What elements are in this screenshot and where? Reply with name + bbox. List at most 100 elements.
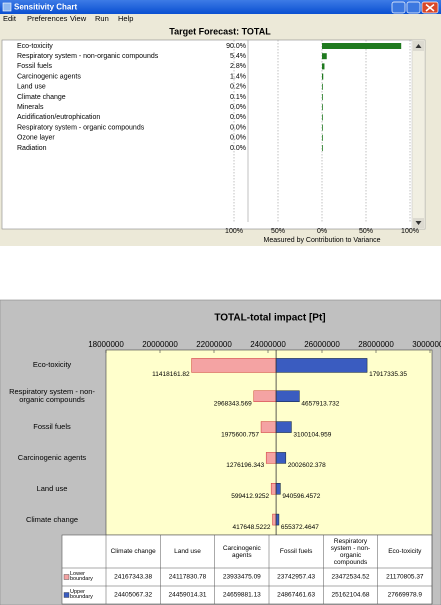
maximize-button[interactable]: [406, 1, 421, 14]
bar-label: 1975600.757: [221, 431, 259, 438]
bar-label: 17917335.35: [369, 371, 407, 378]
bar-label: 11418161.82: [152, 371, 190, 378]
bar: [275, 452, 287, 464]
bar-label: 1276196.343: [226, 462, 264, 469]
x-tick-label: 28000000: [358, 340, 394, 349]
table-value: 24459014.31: [169, 592, 207, 599]
bar: [322, 134, 323, 141]
bar: [270, 483, 277, 495]
x-tick-label: 26000000: [304, 340, 340, 349]
bar-label: 655372.4647: [281, 524, 319, 531]
category-label: Climate change: [17, 94, 66, 101]
value-label: 2.8%: [230, 63, 246, 70]
category-label: Minerals: [17, 104, 44, 111]
menu-item[interactable]: Preferences: [27, 14, 68, 23]
minimize-button[interactable]: [391, 1, 406, 14]
bar: [322, 63, 325, 70]
bar: [253, 390, 277, 402]
bar: [275, 483, 281, 495]
bar: [275, 390, 300, 402]
table-header: Land use: [174, 548, 201, 555]
table-value: 25162104.68: [332, 592, 370, 599]
category-label: Land use: [17, 84, 46, 91]
bar-label: 4657913.732: [301, 400, 339, 407]
table-value: 24117830.78: [169, 574, 207, 581]
category-label: Eco-toxicity: [17, 43, 53, 50]
title-bar: [0, 0, 441, 14]
value-label: 1.4%: [230, 73, 246, 80]
bar: [322, 83, 323, 90]
table-header: Carcinogenic agents: [222, 544, 261, 559]
x-tick-label: 100%: [401, 228, 419, 235]
table-value: 21170805.37: [386, 574, 424, 581]
x-tick-label: 100%: [225, 228, 243, 235]
table-value: 24659881.13: [223, 592, 261, 599]
legend-entry: Lower boundary: [70, 570, 93, 582]
legend-swatch: [63, 592, 70, 598]
x-tick-label: 50%: [359, 228, 373, 235]
bar-label: 417648.5222: [233, 524, 271, 531]
y-category-label: Fossil fuels: [33, 422, 71, 432]
list-panel: [1, 39, 426, 230]
bar: [275, 421, 292, 433]
app-icon: [2, 2, 12, 12]
table-value: 27669978.9: [388, 592, 423, 599]
category-label: Ozone layer: [17, 135, 55, 142]
value-label: 0.0%: [230, 104, 246, 111]
x-tick-label: 50%: [271, 228, 285, 235]
chart-title: Target Forecast: TOTAL: [169, 26, 271, 36]
value-label: 0.2%: [230, 84, 246, 91]
bar: [322, 124, 323, 131]
category-label: Respiratory system - organic compounds: [17, 124, 145, 131]
y-category-label: Respiratory system - non-organic compoun…: [9, 387, 95, 405]
bar: [265, 452, 277, 464]
bar-label: 599412.9252: [231, 493, 269, 500]
bar-label: 3100104.959: [293, 431, 331, 438]
menu-item[interactable]: Help: [118, 14, 133, 23]
x-tick-label: 24000000: [250, 340, 286, 349]
bar: [322, 145, 323, 151]
table-header: Respiratory system - non-organic compoun…: [330, 537, 371, 566]
x-tick-label: 0%: [317, 228, 327, 235]
value-label: 0.0%: [230, 145, 246, 152]
menu-item[interactable]: View: [70, 14, 87, 23]
bar: [322, 94, 323, 100]
bar: [191, 358, 277, 373]
value-label: 0.1%: [230, 94, 246, 101]
window-title: Sensitivity Chart: [14, 3, 77, 12]
table-value: 23933475.09: [223, 574, 261, 581]
bar-label: 940596.4572: [282, 493, 320, 500]
plot-area: [105, 349, 433, 536]
table-header: Climate change: [110, 548, 156, 555]
scrollbar[interactable]: [411, 39, 426, 230]
table-header: Eco-toxicity: [388, 548, 422, 555]
category-label: Acidification/eutrophication: [17, 114, 100, 121]
legend-swatch: [63, 574, 70, 580]
table-value: 24167343.38: [114, 574, 152, 581]
value-label: 90.0%: [226, 43, 246, 50]
bar: [322, 43, 402, 49]
value-label: 0.0%: [230, 135, 246, 142]
value-label: 0.0%: [230, 124, 246, 131]
menu-item[interactable]: Edit: [3, 14, 17, 23]
bar-label: 2968343.569: [214, 400, 252, 407]
category-label: Fossil fuels: [17, 63, 53, 70]
x-tick-label: 22000000: [196, 340, 232, 349]
legend-entry: Upper boundary: [70, 588, 93, 600]
bar: [275, 513, 280, 526]
menu-item[interactable]: Run: [95, 14, 109, 23]
x-axis-label: Measured by Contribution to Variance: [264, 237, 381, 244]
x-tick-label: 18000000: [88, 340, 124, 349]
y-category-label: Land use: [36, 483, 68, 493]
bar: [322, 114, 323, 121]
bar: [322, 53, 327, 60]
table-value: 24867461.63: [277, 592, 315, 599]
chart-title: TOTAL-total impact [Pt]: [214, 313, 325, 324]
category-label: Carcinogenic agents: [17, 73, 81, 80]
x-tick-label: 20000000: [142, 340, 178, 349]
bar: [322, 104, 323, 111]
y-category-label: Carcinogenic agents: [17, 452, 87, 462]
bar-label: 2002602.378: [288, 462, 326, 469]
